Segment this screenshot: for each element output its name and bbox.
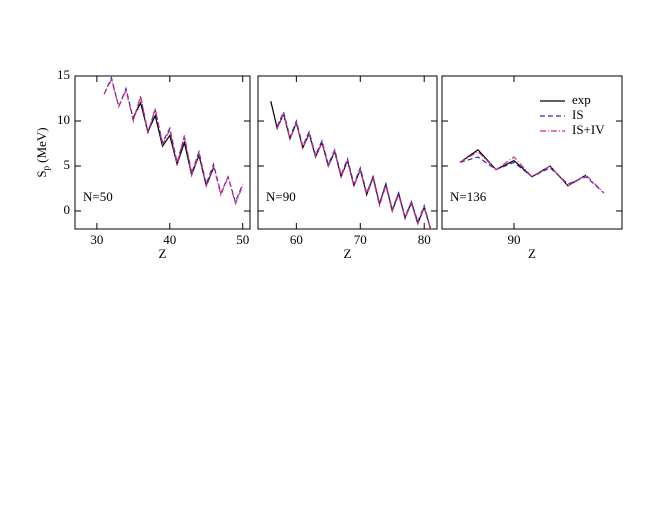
x-tick-label: 30 [90, 232, 103, 247]
x-tick-label: 90 [508, 232, 521, 247]
plot-frame [74, 75, 251, 230]
y-tick-label: 10 [57, 112, 70, 127]
y-tick-label: 0 [64, 202, 71, 217]
x-axis-label: Z [528, 246, 536, 261]
data-line [459, 150, 605, 194]
data-line [276, 110, 432, 230]
panel-annotation: N=90 [266, 189, 296, 204]
panel-annotation: N=50 [83, 189, 113, 204]
legend-label: IS+IV [572, 122, 605, 137]
x-axis-label: Z [159, 246, 167, 261]
x-tick-label: 80 [418, 232, 431, 247]
plot-frame [441, 75, 623, 230]
x-axis-label: Z [344, 246, 352, 261]
panel-annotation: N=136 [450, 189, 487, 204]
y-axis-label: Sp (MeV) [34, 127, 51, 177]
data-line [276, 111, 432, 230]
y-label-symbol: S [34, 170, 49, 177]
y-tick-label: 15 [57, 67, 70, 82]
y-tick-label: 5 [64, 157, 71, 172]
data-line [103, 77, 244, 206]
x-tick-label: 60 [290, 232, 303, 247]
data-line [103, 75, 244, 204]
data-line [459, 149, 587, 187]
x-tick-label: 50 [236, 232, 249, 247]
legend-label: IS [572, 107, 584, 122]
x-tick-label: 70 [354, 232, 367, 247]
data-line [270, 101, 432, 230]
legend-label: exp [572, 92, 591, 107]
plot-frame [257, 75, 438, 230]
data-line [459, 156, 605, 194]
x-tick-label: 40 [163, 232, 176, 247]
y-label-subscript: p [41, 165, 51, 170]
y-label-unit: (MeV) [34, 127, 49, 162]
